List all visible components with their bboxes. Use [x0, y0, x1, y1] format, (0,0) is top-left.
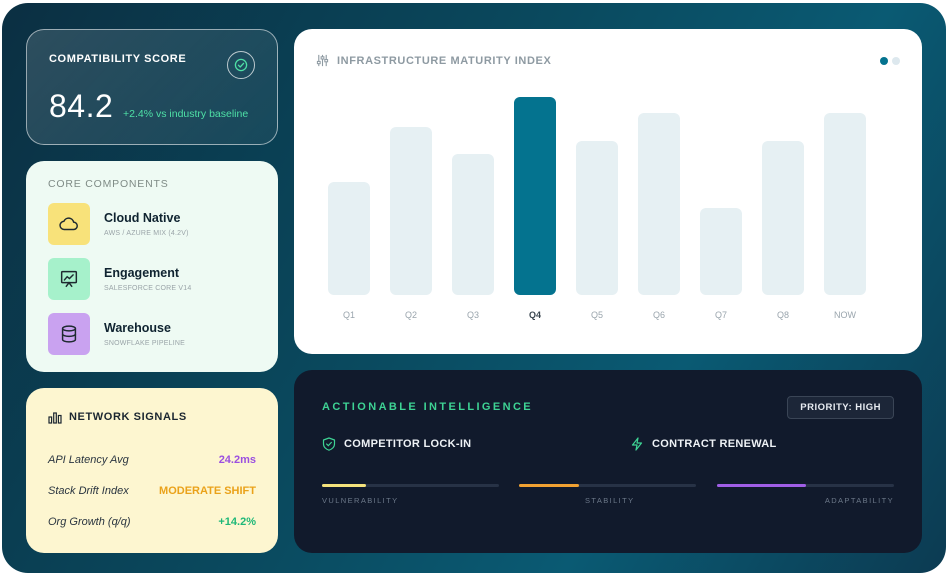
x-tick-label-q6: Q6	[652, 310, 665, 320]
bar-chart-icon	[48, 412, 62, 424]
signal-row: Org Growth (q/q) +14.2%	[48, 516, 256, 528]
adaptability-track	[717, 484, 894, 487]
pagination-dots[interactable]	[880, 57, 900, 65]
component-name: Engagement	[104, 266, 180, 280]
tag-competitor-lock-in: COMPETITOR LOCK-IN	[322, 437, 471, 451]
signal-label: API Latency Avg	[48, 454, 129, 466]
x-tick-label-q2: Q2	[404, 310, 417, 320]
bar-q5[interactable]	[576, 141, 618, 295]
x-tick-label-q5: Q5	[590, 310, 603, 320]
compatibility-score-delta: +2.4% vs industry baseline	[123, 108, 249, 120]
stability-fill	[519, 484, 580, 487]
component-sub: SALESFORCE CORE V14	[104, 285, 192, 292]
bar-q7[interactable]	[700, 208, 742, 295]
bar-chart-plot	[328, 83, 888, 295]
component-name: Warehouse	[104, 321, 171, 335]
signal-label: Stack Drift Index	[48, 485, 129, 497]
actionable-intelligence-card: ACTIONABLE INTELLIGENCE PRIORITY: HIGH C…	[294, 370, 922, 553]
adaptability-fill	[717, 484, 806, 487]
vulnerability-track	[322, 484, 499, 487]
metric-label: ADAPTABILITY	[824, 496, 894, 505]
component-engagement[interactable]: Engagement SALESFORCE CORE V14	[48, 258, 268, 300]
x-tick-label-now: NOW	[834, 310, 856, 320]
x-tick-label-q7: Q7	[714, 310, 727, 320]
component-name: Cloud Native	[104, 211, 181, 225]
vulnerability-fill	[322, 484, 367, 487]
network-signals-card: NETWORK SIGNALS API Latency Avg 24.2ms S…	[26, 388, 278, 553]
signal-value: +14.2%	[218, 516, 256, 528]
stability-track	[519, 484, 696, 487]
bar-now[interactable]	[824, 113, 866, 295]
network-signals-title: NETWORK SIGNALS	[69, 411, 187, 423]
tag-label: CONTRACT RENEWAL	[652, 438, 777, 450]
compatibility-score-card: COMPATIBILITY SCORE 84.2 +2.4% vs indust…	[26, 29, 278, 145]
metric-label: VULNERABILITY	[322, 496, 399, 505]
check-circle-icon	[227, 51, 255, 79]
shield-check-icon	[322, 437, 336, 451]
pagination-dot-active[interactable]	[880, 57, 888, 65]
network-signals-header: NETWORK SIGNALS	[48, 410, 187, 424]
presentation-chart-icon	[48, 258, 90, 300]
bar-q4[interactable]	[514, 97, 556, 295]
pagination-dot[interactable]	[892, 57, 900, 65]
tag-contract-renewal: CONTRACT RENEWAL	[630, 437, 777, 451]
bar-q6[interactable]	[638, 113, 680, 295]
signal-label: Org Growth (q/q)	[48, 516, 131, 528]
bar-q2[interactable]	[390, 127, 432, 295]
component-sub: AWS / AZURE MIX (4.2V)	[104, 230, 189, 237]
bar-q1[interactable]	[328, 182, 370, 295]
core-components-card: CORE COMPONENTS Cloud Native AWS / AZURE…	[26, 161, 278, 372]
metric-label: STABILITY	[585, 496, 635, 505]
chart-title: INFRASTRUCTURE MATURITY INDEX	[337, 54, 552, 67]
compatibility-score-value: 84.2	[49, 88, 114, 124]
signal-value: 24.2ms	[218, 454, 256, 466]
signal-value: MODERATE SHIFT	[159, 485, 256, 497]
component-warehouse[interactable]: Warehouse SNOWFLAKE PIPELINE	[48, 313, 268, 355]
signal-row: API Latency Avg 24.2ms	[48, 454, 256, 466]
tag-label: COMPETITOR LOCK-IN	[344, 438, 472, 450]
x-tick-label-q1: Q1	[342, 310, 355, 320]
signal-row: Stack Drift Index MODERATE SHIFT	[48, 485, 256, 497]
x-tick-label-q8: Q8	[776, 310, 789, 320]
component-sub: SNOWFLAKE PIPELINE	[104, 340, 186, 347]
actionable-title: ACTIONABLE INTELLIGENCE	[322, 401, 534, 413]
dashboard-frame: COMPATIBILITY SCORE 84.2 +2.4% vs indust…	[2, 3, 946, 573]
cloud-icon	[48, 203, 90, 245]
chart-header: INFRASTRUCTURE MATURITY INDEX	[316, 54, 551, 67]
infrastructure-maturity-card: INFRASTRUCTURE MATURITY INDEX Q1 Q2 Q3 Q4 Q5…	[294, 29, 922, 354]
compatibility-score-title: COMPATIBILITY SCORE	[49, 53, 187, 65]
bar-q8[interactable]	[762, 141, 804, 295]
x-tick-label-q4: Q4	[528, 310, 541, 320]
x-tick-label-q3: Q3	[466, 310, 479, 320]
sliders-icon	[316, 54, 329, 67]
lightning-icon	[631, 437, 643, 451]
core-components-title: CORE COMPONENTS	[48, 178, 169, 190]
database-icon	[48, 313, 90, 355]
priority-badge[interactable]: PRIORITY: HIGH	[787, 396, 894, 419]
component-cloud-native[interactable]: Cloud Native AWS / AZURE MIX (4.2V)	[48, 203, 268, 245]
bar-q3[interactable]	[452, 154, 494, 295]
